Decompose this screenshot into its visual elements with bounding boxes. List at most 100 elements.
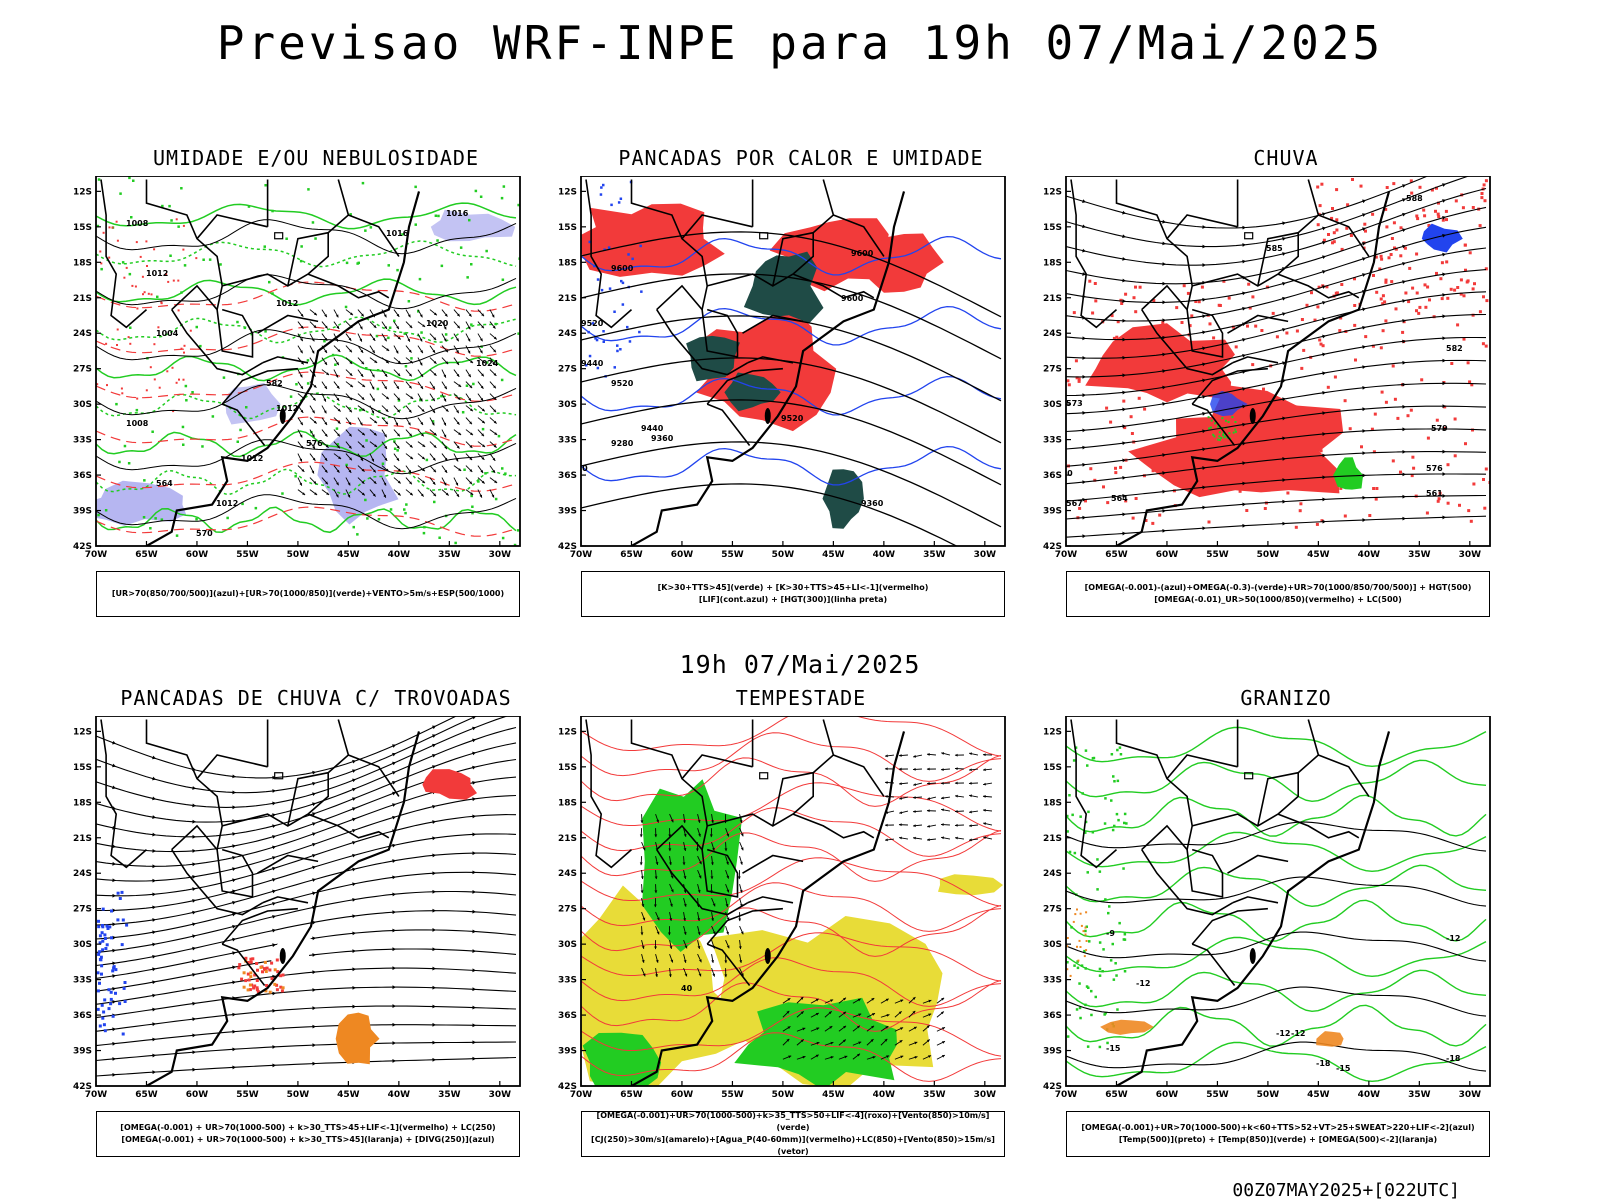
contour-label: 9440 — [641, 424, 664, 433]
panel-legend: [OMEGA(-0.001)-(azul)+OMEGA(-0.3)-(verde… — [1066, 571, 1490, 617]
lon-tick-label: 65W — [135, 550, 158, 560]
run-time-label: 00Z07MAY2025+[022UTC] — [1232, 1180, 1460, 1201]
contour-label: 576 — [306, 439, 323, 448]
contour-label: -12 — [1291, 1029, 1305, 1038]
lon-tick-label: 50W — [772, 1090, 795, 1100]
contour-label: 40 — [681, 984, 693, 993]
contour-label: 9360 — [651, 434, 674, 443]
lon-tick-label: 55W — [1206, 1090, 1229, 1100]
lon-tick-label: 35W — [923, 550, 946, 560]
contour-label: 9520 — [611, 379, 634, 388]
contour-label: 9600 — [851, 249, 874, 258]
lat-tick-label: 15S — [1043, 223, 1062, 233]
lon-tick-label: 60W — [1156, 550, 1179, 560]
contour-label: 564 — [1111, 494, 1128, 503]
lat-tick-label: 39S — [1043, 1047, 1062, 1057]
panel-title: UMIDADE E/OU NEBULOSIDADE — [96, 146, 536, 170]
lon-tick-label: 45W — [822, 1090, 845, 1100]
lon-tick-label: 35W — [438, 550, 461, 560]
lon-tick-label: 30W — [489, 550, 512, 560]
lat-tick-label: 27S — [73, 365, 92, 375]
panel-legend: [OMEGA(-0.001)+UR>70(1000-500)+k<60+TTS>… — [1066, 1111, 1490, 1157]
lon-tick-label: 30W — [974, 550, 997, 560]
lon-tick-label: 35W — [438, 1090, 461, 1100]
lat-tick-label: 15S — [1043, 763, 1062, 773]
panel-title: CHUVA — [1066, 146, 1506, 170]
legend-line: [Temp(500)](preto) + [Temp(850)](verde) … — [1119, 1134, 1437, 1146]
lat-tick-label: 12S — [73, 727, 92, 737]
lat-tick-label: 12S — [558, 727, 577, 737]
contour-label: 585 — [1266, 244, 1283, 253]
panel-legend: [OMEGA(-0.001)+UR>70(1000-500)+k>35_TTS>… — [581, 1111, 1005, 1157]
lat-tick-label: 33S — [1043, 436, 1062, 446]
contour-label: 1012 — [276, 299, 298, 308]
panel-legend: [OMEGA(-0.001) + UR>70(1000-500) + k>30_… — [96, 1111, 520, 1157]
contour-label: 564 — [156, 479, 173, 488]
lon-tick-label: 45W — [337, 1090, 360, 1100]
contour-label: -12 — [1446, 934, 1460, 943]
lat-tick-label: 36S — [1043, 1011, 1062, 1021]
lat-tick-label: 27S — [1043, 365, 1062, 375]
contour-label: 1008 — [126, 219, 149, 228]
lon-tick-label: 50W — [1257, 1090, 1280, 1100]
lat-tick-label: 18S — [1043, 258, 1062, 268]
lon-tick-label: 60W — [671, 550, 694, 560]
map-svg: 9600960095209440952096009360952094409280… — [551, 176, 1031, 566]
panel-legend: [K>30+TTS>45](verde) + [K>30+TTS>45+LI<-… — [581, 571, 1005, 617]
data-layer: -9-12-12-12-15-12-18-15-18 — [1066, 728, 1486, 1082]
lat-tick-label: 33S — [558, 976, 577, 986]
contour-label: -12 — [1276, 1029, 1290, 1038]
lon-tick-label: 55W — [236, 1090, 259, 1100]
lon-tick-label: 50W — [287, 1090, 310, 1100]
lon-tick-label: 30W — [489, 1090, 512, 1100]
lon-tick-label: 70W — [85, 550, 108, 560]
lon-tick-label: 40W — [873, 550, 896, 560]
contour-label: 567 — [1066, 499, 1083, 508]
lat-tick-label: 39S — [558, 1047, 577, 1057]
lon-tick-label: 70W — [1055, 1090, 1078, 1100]
lat-tick-label: 39S — [73, 507, 92, 517]
contour-label: 1016 — [386, 229, 409, 238]
lon-tick-label: 65W — [620, 1090, 643, 1100]
contour-label: 582 — [266, 379, 283, 388]
lat-tick-label: 24S — [558, 869, 577, 879]
lon-tick-label: 60W — [186, 550, 209, 560]
lon-tick-label: 60W — [1156, 1090, 1179, 1100]
lat-tick-label: 30S — [73, 940, 92, 950]
main-title: Previsao WRF-INPE para 19h 07/Mai/2025 — [0, 16, 1600, 70]
lat-tick-label: 21S — [1043, 294, 1062, 304]
contour-label: 9360 — [861, 499, 884, 508]
lat-tick-label: 36S — [73, 1011, 92, 1021]
lat-tick-label: 30S — [558, 400, 577, 410]
lon-tick-label: 70W — [85, 1090, 108, 1100]
contour-label: 1020 — [426, 319, 449, 328]
lat-tick-label: 24S — [1043, 329, 1062, 339]
lat-tick-label: 18S — [1043, 798, 1062, 808]
contour-label: 573 — [1066, 399, 1083, 408]
lon-tick-label: 65W — [1105, 1090, 1128, 1100]
contour-label: 561 — [1426, 489, 1443, 498]
map-svg: 58858558257957657357056756456112S15S18S2… — [1036, 176, 1516, 566]
lat-tick-label: 18S — [558, 798, 577, 808]
lon-tick-label: 40W — [1358, 1090, 1381, 1100]
lat-tick-label: 36S — [558, 471, 577, 481]
lon-tick-label: 50W — [772, 550, 795, 560]
lat-tick-label: 30S — [1043, 400, 1062, 410]
lat-tick-label: 27S — [1043, 905, 1062, 915]
contour-label: 570 — [196, 529, 213, 538]
map-svg: 1016100810121016101210041020102410121008… — [66, 176, 546, 566]
lat-tick-label: 18S — [73, 258, 92, 268]
lat-tick-label: 30S — [73, 400, 92, 410]
lon-tick-label: 40W — [873, 1090, 896, 1100]
coastline-borders — [1036, 720, 1389, 1087]
contour-label: 588 — [1406, 194, 1423, 203]
lat-tick-label: 15S — [73, 223, 92, 233]
lat-tick-label: 33S — [558, 436, 577, 446]
lat-tick-label: 36S — [73, 471, 92, 481]
map-svg: -9-12-12-12-15-12-18-15-1812S15S18S21S24… — [1036, 716, 1516, 1106]
